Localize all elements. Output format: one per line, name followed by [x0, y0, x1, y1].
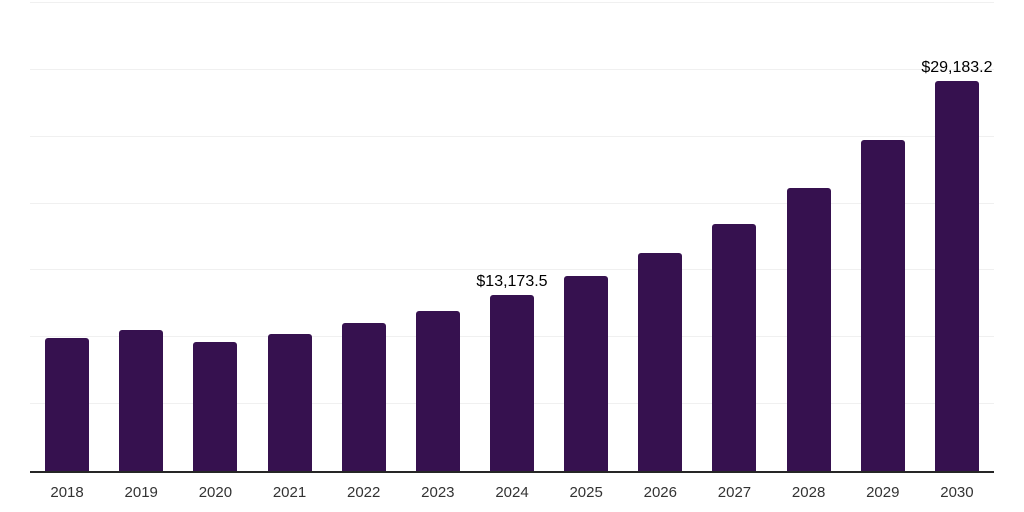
- x-tick-label-2029: 2029: [866, 484, 900, 501]
- x-tick-label-2023: 2023: [421, 484, 455, 501]
- bar-slot-2029: [846, 3, 920, 471]
- bar-slot-2018: [30, 3, 104, 471]
- bar-2026[interactable]: [638, 252, 683, 471]
- bar-2023[interactable]: [415, 311, 460, 471]
- x-tick-label-2019: 2019: [124, 484, 158, 501]
- bar-slot-2020: [178, 3, 252, 471]
- bar-2022[interactable]: [341, 322, 386, 471]
- bar-2027[interactable]: [712, 223, 757, 471]
- x-tick-label-2021: 2021: [272, 484, 307, 501]
- bar-2025[interactable]: [564, 276, 609, 471]
- bar-2021[interactable]: [267, 333, 312, 471]
- bar-slot-2021: [252, 3, 326, 471]
- x-tick-label-2018: 2018: [50, 484, 84, 501]
- bar-slot-2025: [549, 3, 623, 471]
- x-tick-label-2030: 2030: [940, 484, 974, 501]
- bar-slot-2022: [327, 3, 401, 471]
- x-tick-label-2027: 2027: [717, 484, 752, 501]
- x-tick-label-2025: 2025: [569, 484, 603, 501]
- bar-slot-2023: [401, 3, 475, 471]
- gridline: [30, 202, 994, 204]
- gridline: [30, 68, 994, 70]
- x-axis-labels: 2018 2019 2020 2021 2022 2023 2024 2025 2026 2027…: [30, 485, 994, 503]
- bar-2018[interactable]: [45, 337, 90, 471]
- x-tick-label-2024: 2024: [495, 484, 529, 501]
- bar-slot-2024: $13,173.5: [475, 3, 549, 471]
- x-tick-label-2020: 2020: [198, 484, 233, 501]
- bar-slot-2026: [623, 3, 697, 471]
- bar-2029[interactable]: [860, 140, 905, 471]
- gridline: [30, 269, 994, 271]
- value-label-2024: $13,173.5: [476, 272, 548, 290]
- bar-2028[interactable]: [786, 187, 831, 471]
- bar-slot-2030: $29,183.2: [920, 3, 994, 471]
- bar-slot-2028: [772, 3, 846, 471]
- value-label-2030: $29,183.2: [921, 58, 993, 76]
- bar-2024[interactable]: [489, 294, 534, 471]
- gridline: [30, 2, 994, 3]
- x-tick-label-2022: 2022: [347, 484, 381, 501]
- bar-2020[interactable]: [193, 342, 238, 471]
- x-tick-label-2026: 2026: [643, 484, 677, 501]
- bar-slot-2027: [697, 3, 771, 471]
- bar-slot-2019: [104, 3, 178, 471]
- x-axis-line: [30, 471, 994, 473]
- bar-2019[interactable]: [119, 330, 164, 471]
- gridline: [30, 135, 994, 137]
- x-tick-label-2028: 2028: [791, 484, 826, 501]
- plot-area: $13,173.5 $29,183.2: [30, 2, 994, 471]
- bar-2030[interactable]: [934, 80, 979, 471]
